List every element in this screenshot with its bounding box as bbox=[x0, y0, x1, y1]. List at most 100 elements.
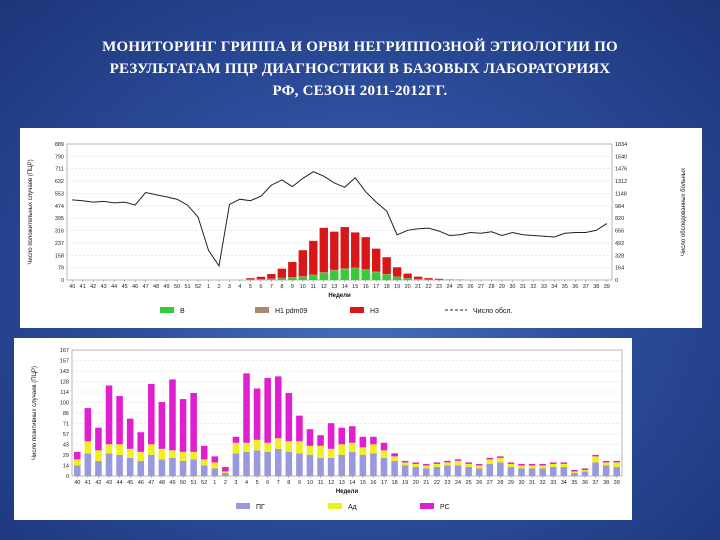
bar-segment bbox=[327, 423, 335, 449]
x-tick-label: 47 bbox=[143, 284, 149, 290]
legend-swatch bbox=[328, 503, 342, 509]
x-tick-label: 34 bbox=[551, 284, 557, 290]
bar-segment bbox=[401, 460, 409, 463]
bar-segment bbox=[222, 472, 229, 476]
bar-segment bbox=[539, 468, 546, 476]
y-tick-label: 157 bbox=[60, 359, 69, 365]
legend-swatch bbox=[350, 307, 364, 313]
x-tick-label: 42 bbox=[95, 480, 101, 486]
x-tick-label: 4 bbox=[238, 284, 241, 290]
x-tick-label: 24 bbox=[446, 284, 452, 290]
x-tick-label: 28 bbox=[497, 480, 503, 486]
bar-segment bbox=[246, 278, 255, 280]
bar-segment bbox=[317, 457, 324, 476]
bar-segment bbox=[105, 444, 113, 454]
y2-tick-label: 1148 bbox=[615, 191, 627, 197]
legend-swatch bbox=[255, 307, 269, 313]
bar-segment bbox=[560, 463, 568, 467]
y-tick-label: 14 bbox=[63, 464, 69, 470]
y-tick-label: 632 bbox=[55, 179, 64, 185]
x-tick-label: 6 bbox=[266, 480, 269, 486]
y2-tick-label: 164 bbox=[615, 266, 624, 272]
x-tick-label: 12 bbox=[328, 480, 334, 486]
bar-segment bbox=[497, 457, 504, 463]
x-tick-label: 36 bbox=[582, 480, 588, 486]
y-tick-label: 43 bbox=[63, 443, 69, 449]
legend-swatch bbox=[160, 307, 174, 313]
y2-tick-label: 1834 bbox=[615, 142, 627, 148]
y2-axis-label: Число обследованных больных bbox=[681, 168, 687, 256]
y-tick-label: 889 bbox=[55, 142, 64, 148]
x-tick-label: 48 bbox=[153, 284, 159, 290]
bar-segment bbox=[288, 277, 297, 278]
bar-segment bbox=[403, 273, 412, 279]
bar-segment bbox=[298, 276, 308, 277]
bar-segment bbox=[382, 274, 391, 275]
bar-segment bbox=[116, 444, 123, 455]
x-tick-label: 29 bbox=[508, 480, 514, 486]
bar-segment bbox=[327, 448, 335, 458]
bar-segment bbox=[211, 462, 219, 469]
y-tick-label: 71 bbox=[63, 422, 69, 428]
bar-segment bbox=[222, 466, 229, 472]
bar-segment bbox=[288, 261, 297, 278]
y-tick-label: 158 bbox=[55, 253, 64, 259]
legend-label: H3 bbox=[370, 308, 379, 315]
bar-segment bbox=[497, 462, 504, 476]
bar-segment bbox=[359, 447, 367, 455]
x-tick-label: 32 bbox=[540, 480, 546, 486]
x-tick-label: 46 bbox=[132, 284, 138, 290]
bar-segment bbox=[518, 463, 525, 466]
bar-segment bbox=[116, 454, 123, 476]
bar-segment bbox=[444, 465, 451, 476]
x-tick-label: 8 bbox=[280, 284, 283, 290]
y-tick-label: 100 bbox=[60, 401, 69, 407]
bar-segment bbox=[475, 465, 483, 469]
bar-segment bbox=[298, 250, 308, 277]
bar-segment bbox=[340, 269, 349, 280]
bar-segment bbox=[148, 383, 155, 445]
x-tick-label: 7 bbox=[270, 284, 273, 290]
x-axis-label: Недели bbox=[336, 489, 359, 495]
bar-segment bbox=[298, 276, 308, 280]
y2-tick-label: 1640 bbox=[615, 154, 627, 160]
y-axis-label: Число позитивных случаев (ПЦР) bbox=[32, 366, 38, 460]
bar-segment bbox=[74, 459, 81, 466]
bar-segment bbox=[359, 436, 367, 448]
y-tick-label: 167 bbox=[60, 348, 69, 354]
x-tick-label: 32 bbox=[530, 284, 536, 290]
bar-segment bbox=[306, 454, 314, 476]
bar-segment bbox=[222, 471, 229, 473]
x-tick-label: 17 bbox=[373, 284, 379, 290]
bar-segment bbox=[285, 393, 293, 442]
bar-segment bbox=[361, 270, 370, 280]
x-tick-label: 46 bbox=[138, 480, 144, 486]
bar-segment bbox=[391, 460, 398, 476]
bar-segment bbox=[126, 418, 134, 449]
bar-segment bbox=[148, 454, 155, 476]
bar-segment bbox=[528, 465, 536, 469]
bar-segment bbox=[137, 451, 145, 461]
bar-segment bbox=[423, 465, 430, 469]
x-tick-label: 39 bbox=[614, 480, 620, 486]
bar-segment bbox=[380, 442, 388, 451]
x-tick-label: 25 bbox=[457, 284, 463, 290]
x-tick-label: 26 bbox=[467, 284, 473, 290]
y2-tick-label: 820 bbox=[615, 216, 624, 222]
bar-segment bbox=[319, 227, 328, 273]
bar-segment bbox=[444, 462, 451, 466]
x-tick-label: 41 bbox=[80, 284, 86, 290]
bar-segment bbox=[274, 376, 282, 439]
bar-segment bbox=[243, 373, 250, 443]
bar-segment bbox=[571, 471, 578, 473]
y-tick-label: 395 bbox=[55, 216, 64, 222]
bar-segment bbox=[454, 465, 462, 476]
bar-segment bbox=[413, 276, 423, 279]
bar-segment bbox=[158, 402, 166, 449]
bar-segment bbox=[571, 469, 578, 472]
x-tick-label: 45 bbox=[127, 480, 133, 486]
y-tick-label: 553 bbox=[55, 191, 64, 197]
bar-segment bbox=[264, 451, 271, 476]
bar-segment bbox=[309, 275, 318, 280]
y-tick-label: 86 bbox=[63, 411, 69, 417]
